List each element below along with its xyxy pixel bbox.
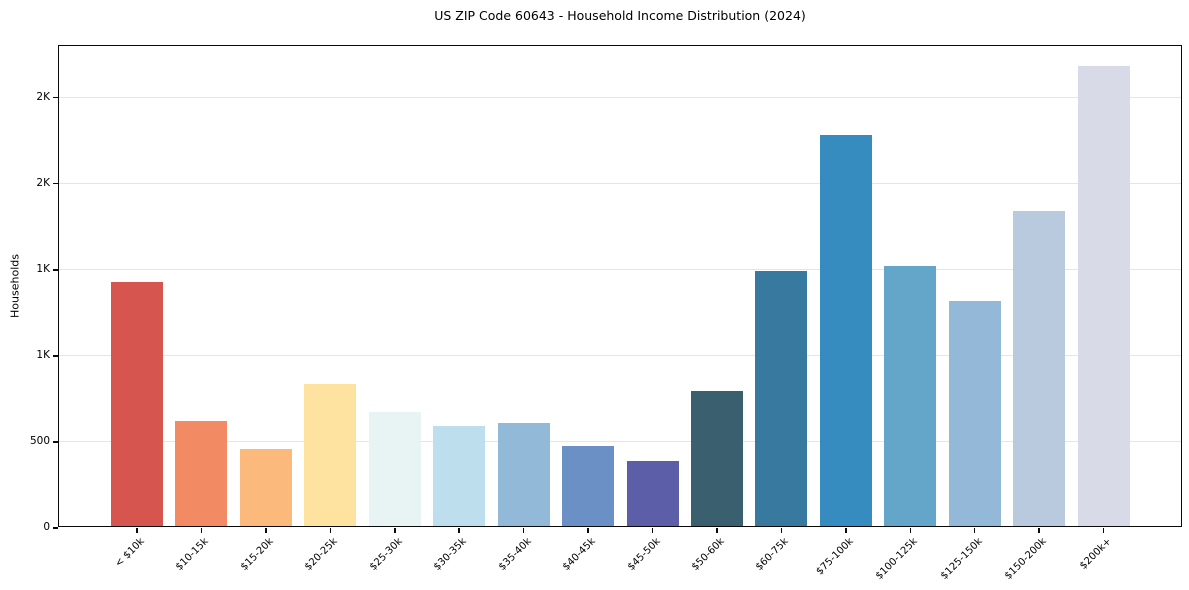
x-tick-mark bbox=[973, 528, 976, 533]
bar-30-35k bbox=[433, 426, 486, 526]
x-tick-label: $40-45k bbox=[560, 536, 598, 573]
bar-10-15k bbox=[175, 420, 228, 526]
x-tick-label: < $10k bbox=[113, 536, 147, 570]
bar-150-200k bbox=[1013, 210, 1066, 526]
gridline-2K bbox=[59, 183, 1181, 185]
bar-25-30k bbox=[368, 411, 421, 526]
y-tick-mark bbox=[52, 441, 58, 443]
x-tick-label: $35-40k bbox=[496, 536, 534, 573]
x-tick-mark bbox=[458, 528, 460, 533]
x-tick-mark bbox=[587, 528, 589, 533]
bar-200k bbox=[1077, 66, 1130, 526]
plot-area bbox=[52, 45, 1182, 533]
x-tick-mark bbox=[845, 528, 847, 533]
chart-title: US ZIP Code 60643 - Household Income Dis… bbox=[434, 8, 806, 23]
x-tick-label: $10-15k bbox=[174, 536, 212, 573]
x-tick-label: $50-60k bbox=[689, 536, 727, 573]
x-tick-label: $150-200k bbox=[1003, 536, 1049, 582]
x-tick-label: $200k+ bbox=[1077, 536, 1114, 572]
y-tick-mark bbox=[52, 355, 58, 357]
bar-100-125k bbox=[884, 266, 937, 526]
bar-40-45k bbox=[562, 445, 615, 526]
bar-125-150k bbox=[948, 301, 1001, 526]
x-tick-mark bbox=[716, 528, 718, 533]
gridline-1K bbox=[59, 269, 1181, 271]
x-tick-mark bbox=[329, 528, 332, 533]
y-tick-label: 2K bbox=[36, 176, 50, 189]
bar-50-60k bbox=[690, 390, 743, 526]
x-tick-mark bbox=[1038, 528, 1040, 533]
bar-60-75k bbox=[755, 271, 808, 526]
x-tick-mark bbox=[1102, 528, 1105, 533]
x-tick-label: $75-100k bbox=[814, 536, 856, 578]
bar-10k bbox=[111, 282, 163, 526]
y-tick-label: 0 bbox=[43, 521, 50, 533]
bar-45-50k bbox=[626, 461, 679, 526]
x-tick-label: $100-125k bbox=[874, 536, 921, 582]
x-tick-mark bbox=[651, 528, 654, 533]
bar-20-25k bbox=[304, 383, 357, 526]
x-tick-label: $15-20k bbox=[238, 536, 276, 573]
x-tick-mark bbox=[200, 528, 203, 533]
bar-15-20k bbox=[239, 449, 292, 526]
y-tick-mark bbox=[52, 182, 58, 185]
y-axis-label: Households bbox=[8, 254, 22, 318]
x-tick-mark bbox=[909, 528, 912, 533]
bar-35-40k bbox=[497, 422, 550, 526]
y-tick-mark bbox=[52, 269, 58, 271]
y-tick-label: 2K bbox=[36, 90, 50, 103]
x-tick-label: $60-75k bbox=[754, 536, 792, 573]
y-tick-label: 500 bbox=[29, 434, 50, 447]
y-tick-mark bbox=[52, 527, 58, 529]
x-tick-mark bbox=[780, 528, 783, 533]
x-tick-mark bbox=[136, 528, 138, 533]
x-tick-label: $125-150k bbox=[938, 536, 985, 582]
y-tick-mark bbox=[52, 96, 58, 99]
gridline-500 bbox=[59, 441, 1181, 443]
x-tick-label: $25-30k bbox=[367, 536, 405, 573]
gridline-2K bbox=[59, 97, 1181, 99]
x-tick-mark bbox=[394, 528, 396, 533]
x-tick-mark bbox=[265, 528, 267, 533]
x-tick-label: $20-25k bbox=[303, 536, 341, 573]
bar-75-100k bbox=[819, 135, 872, 526]
x-tick-label: $45-50k bbox=[625, 536, 663, 573]
gridline-1K bbox=[59, 355, 1181, 357]
y-tick-label: 1K bbox=[36, 262, 50, 275]
y-tick-label: 1K bbox=[36, 348, 50, 361]
x-tick-mark bbox=[522, 528, 525, 533]
x-tick-label: $30-35k bbox=[432, 536, 469, 573]
